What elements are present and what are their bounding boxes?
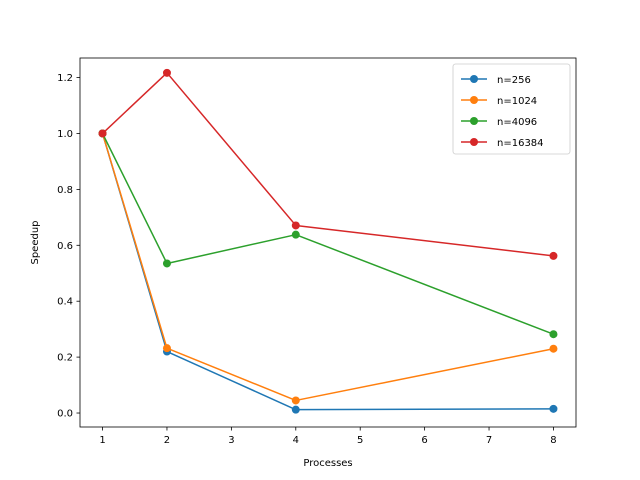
y-tick-label: 0.0 — [57, 409, 73, 420]
y-tick-label: 1.0 — [57, 129, 73, 140]
data-point — [549, 251, 558, 260]
legend-entry: n=1024 — [461, 96, 537, 107]
legend: n=256 n=1024 n=4096 n=16384 — [452, 63, 571, 155]
legend-marker — [470, 138, 478, 146]
x-tick-label: 1 — [99, 435, 105, 446]
data-point — [549, 330, 558, 339]
legend-entry: n=256 — [461, 75, 531, 86]
data-point — [162, 259, 171, 268]
series-line — [102, 72, 554, 257]
legend-entry: n=16384 — [461, 138, 544, 149]
data-point — [549, 344, 558, 353]
data-point — [291, 230, 300, 239]
plot-area — [98, 68, 558, 414]
x-tick-label: 7 — [486, 435, 492, 446]
legend-marker — [470, 75, 478, 83]
data-point — [162, 344, 171, 353]
x-tick-label: 5 — [357, 435, 363, 446]
axes-frame — [79, 57, 577, 428]
data-point — [98, 129, 107, 138]
y-tick-label: 0.6 — [57, 241, 73, 252]
data-point — [549, 404, 558, 413]
x-tick-label: 2 — [164, 435, 170, 446]
x-tick-label: 8 — [550, 435, 556, 446]
legend-entry: n=4096 — [461, 117, 537, 128]
legend-label: n=256 — [497, 75, 531, 86]
x-axis-label: Processes — [303, 458, 352, 469]
series-line — [101, 133, 554, 402]
legend-marker — [470, 96, 478, 104]
x-tick-label: 6 — [421, 435, 427, 446]
legend-label: n=4096 — [497, 117, 537, 128]
y-axis-label: Speedup — [30, 220, 41, 264]
data-point — [291, 221, 300, 230]
data-point — [291, 405, 300, 414]
legend-label: n=16384 — [497, 138, 544, 149]
legend-marker — [470, 117, 478, 125]
legend-label: n=1024 — [497, 96, 537, 107]
legend-box — [452, 63, 571, 155]
series-n=16384 — [98, 68, 558, 260]
x-tick-label: 4 — [293, 435, 299, 446]
data-point — [291, 396, 300, 405]
data-point — [162, 68, 171, 77]
y-tick-label: 0.8 — [57, 185, 73, 196]
axis-ticks: 1 2 3 4 5 6 7 8 0.0 0.2 0.4 0.6 0.8 1.0 1.2 — [57, 73, 557, 446]
y-tick-label: 1.2 — [57, 73, 73, 84]
series-line — [101, 133, 554, 335]
y-tick-label: 0.4 — [57, 297, 73, 308]
x-tick-label: 3 — [228, 435, 234, 446]
y-tick-label: 0.2 — [57, 353, 73, 364]
